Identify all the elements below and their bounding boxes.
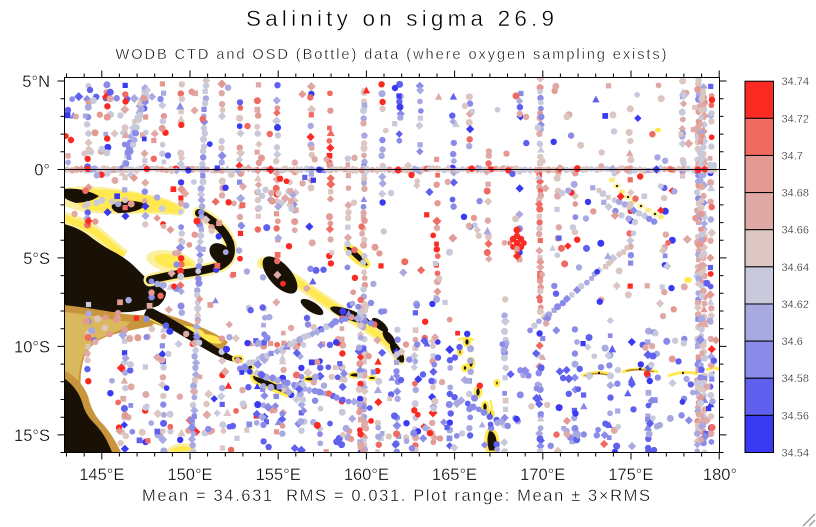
svg-text:15°S: 15°S	[14, 427, 50, 445]
svg-text:34.74: 34.74	[782, 76, 810, 88]
svg-text:160°E: 160°E	[344, 466, 389, 484]
svg-text:34.7: 34.7	[782, 151, 803, 163]
svg-text:165°E: 165°E	[432, 466, 477, 484]
svg-text:145°E: 145°E	[79, 466, 124, 484]
svg-text:Mean = 34.631 RMS = 0.031. Pl: Mean = 34.631 RMS = 0.031. Plot range: M…	[142, 487, 650, 505]
svg-text:34.62: 34.62	[782, 299, 810, 311]
svg-text:34.6: 34.6	[782, 336, 803, 348]
svg-text:170°E: 170°E	[520, 466, 565, 484]
svg-text:150°E: 150°E	[167, 466, 212, 484]
svg-text:0°: 0°	[34, 162, 50, 180]
svg-text:34.58: 34.58	[782, 373, 810, 385]
svg-text:34.72: 34.72	[782, 113, 810, 125]
svg-text:175°E: 175°E	[608, 466, 653, 484]
svg-text:34.64: 34.64	[782, 262, 810, 274]
svg-text:155°E: 155°E	[256, 466, 301, 484]
svg-text:WODB CTD and OSD (Bottle) data: WODB CTD and OSD (Bottle) data (where ox…	[116, 47, 667, 63]
svg-text:34.66: 34.66	[782, 225, 810, 237]
svg-text:10°S: 10°S	[14, 339, 50, 357]
svg-text:34.54: 34.54	[782, 448, 810, 460]
svg-text:5°S: 5°S	[23, 250, 50, 268]
svg-text:5°N: 5°N	[22, 73, 50, 91]
svg-text:34.56: 34.56	[782, 410, 810, 422]
svg-text:180°: 180°	[703, 466, 737, 484]
svg-text:34.68: 34.68	[782, 188, 810, 200]
svg-text:Salinity on sigma 26.9: Salinity on sigma 26.9	[246, 6, 554, 31]
